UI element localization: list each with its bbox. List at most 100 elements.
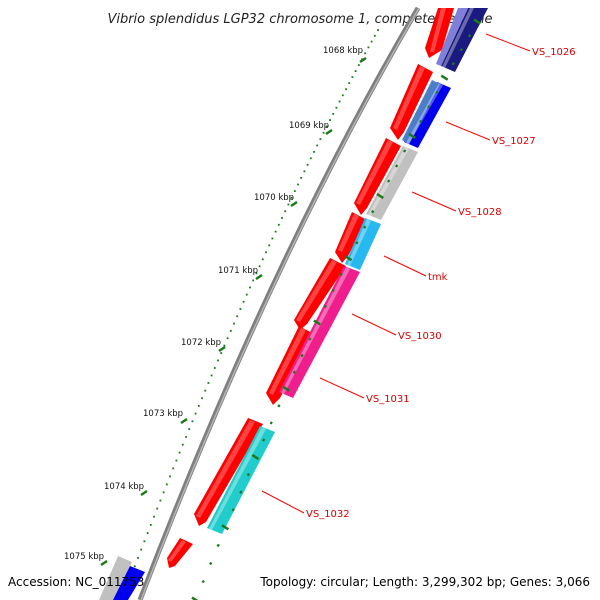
- kbp-label-1075: 1075 kbp: [64, 552, 104, 562]
- inner-tick: [269, 421, 273, 425]
- ruler-dot: [271, 237, 274, 240]
- gene-label-vs-1027: VS_1027: [492, 136, 536, 147]
- kbp-label-1068: 1068 kbp: [323, 46, 363, 56]
- ruler-dot: [261, 258, 264, 261]
- ruler-dot: [265, 251, 267, 254]
- ruler-dot: [153, 515, 155, 518]
- gene-label-vs-1028: VS_1028: [458, 207, 502, 218]
- ruler-dot: [284, 210, 287, 213]
- ruler-dot: [223, 344, 226, 347]
- inner-tick: [344, 255, 353, 262]
- ruler-dot: [181, 443, 184, 446]
- inner-tick: [339, 272, 343, 277]
- ruler-dot: [172, 467, 175, 470]
- ruler-dot: [226, 337, 229, 340]
- ruler-dot: [367, 46, 370, 49]
- kbp-label-1073: 1073 kbp: [143, 409, 183, 419]
- inner-ticks: [191, 18, 482, 600]
- ruler-dot: [242, 300, 245, 303]
- ruler-dot: [373, 34, 376, 37]
- ruler-dot: [185, 436, 187, 438]
- feature-navy: [441, 8, 488, 72]
- ruler-dot: [357, 64, 360, 66]
- ruler-dot: [274, 230, 277, 233]
- ruler-dot: [370, 40, 373, 43]
- ruler-dot: [201, 397, 203, 400]
- ruler-dot: [156, 507, 159, 510]
- gene-label-tmk: tmk: [428, 272, 448, 283]
- ruler-dot: [287, 203, 290, 206]
- inner-tick: [459, 48, 463, 52]
- inner-tick: [419, 119, 423, 124]
- ruler-dot: [133, 565, 136, 568]
- ruler-ring: [121, 29, 379, 600]
- feature-blue: [404, 82, 451, 148]
- ruler-dot: [162, 491, 165, 494]
- ruler-dot: [332, 113, 335, 115]
- inner-tick: [376, 192, 384, 200]
- kbp-label-1069: 1069 kbp: [289, 121, 329, 131]
- gene-leaders: [261, 33, 531, 514]
- cds-arrow: [294, 258, 346, 330]
- ruler-dot: [239, 308, 242, 310]
- ruler-dot: [338, 100, 341, 103]
- inner-tick: [308, 337, 312, 341]
- ruler-dot: [303, 170, 306, 173]
- ruler-major-ticks: [100, 56, 367, 567]
- ruler-dot: [207, 382, 210, 384]
- ruler-dot: [146, 532, 149, 534]
- feature-steel: [402, 80, 440, 144]
- genome-backbone: [137, 6, 421, 600]
- ruler-dot: [268, 244, 271, 247]
- map-title: Vibrio splendidus LGP32 chromosome 1, co…: [107, 12, 492, 27]
- ruler-dot: [297, 183, 299, 186]
- inner-tick: [201, 579, 205, 584]
- ruler-dot: [249, 286, 251, 289]
- kbp-label-1074: 1074 kbp: [104, 482, 144, 492]
- inner-tick: [355, 241, 359, 245]
- ruler-dot: [197, 405, 200, 407]
- ruler-dot: [149, 524, 152, 526]
- ruler-dot: [178, 451, 181, 454]
- feature-violet: [436, 8, 468, 66]
- gene-label-vs-1031: VS_1031: [366, 394, 410, 405]
- inner-tick: [403, 149, 407, 153]
- gene-labels: VS_1026 VS_1027 VS_1028 tmk VS_1030 VS_1…: [306, 47, 576, 520]
- inner-tick: [262, 438, 266, 442]
- ruler-dot: [210, 374, 213, 377]
- cds-arrow: [167, 538, 193, 568]
- inner-tick: [467, 34, 472, 38]
- ruler-dot: [329, 119, 331, 121]
- inner-tick: [300, 353, 304, 358]
- ruler-dot: [255, 272, 258, 275]
- ruler-dot: [191, 420, 194, 423]
- ruler-dot: [140, 548, 143, 551]
- ruler-dot: [188, 428, 191, 430]
- feature-blue-small: [113, 566, 145, 600]
- feature-gray: [366, 146, 418, 220]
- ruler-dot: [364, 52, 367, 55]
- ruler-dot: [341, 94, 344, 97]
- ruler-dot: [325, 125, 328, 128]
- gene-label-vs-1026: VS_1026: [532, 47, 576, 58]
- topology-text: Topology: circular; Length: 3,299,302 bp…: [259, 575, 590, 589]
- gene-label-vs-1032: VS_1032: [306, 509, 350, 520]
- kbp-label-1071: 1071 kbp: [218, 266, 258, 276]
- ruler-dot: [377, 29, 379, 31]
- inner-tick: [221, 524, 230, 531]
- inner-tick: [331, 288, 335, 293]
- ruler-dot: [258, 265, 261, 268]
- inner-tick: [473, 18, 482, 25]
- cds-arrow: [335, 212, 367, 263]
- inner-tick: [292, 370, 296, 374]
- inner-tick: [387, 179, 391, 183]
- inner-tick: [277, 404, 281, 408]
- kbp-label-1070: 1070 kbp: [254, 193, 294, 203]
- gene-label-vs-1030: VS_1030: [398, 331, 442, 342]
- ruler-labels: 1068 kbp 1069 kbp 1070 kbp 1071 kbp 1072…: [64, 46, 363, 562]
- inner-tick: [435, 90, 439, 95]
- inner-tick: [395, 164, 399, 168]
- ruler-dot: [335, 106, 338, 109]
- inner-tick: [216, 543, 220, 548]
- ruler-dot: [165, 483, 168, 486]
